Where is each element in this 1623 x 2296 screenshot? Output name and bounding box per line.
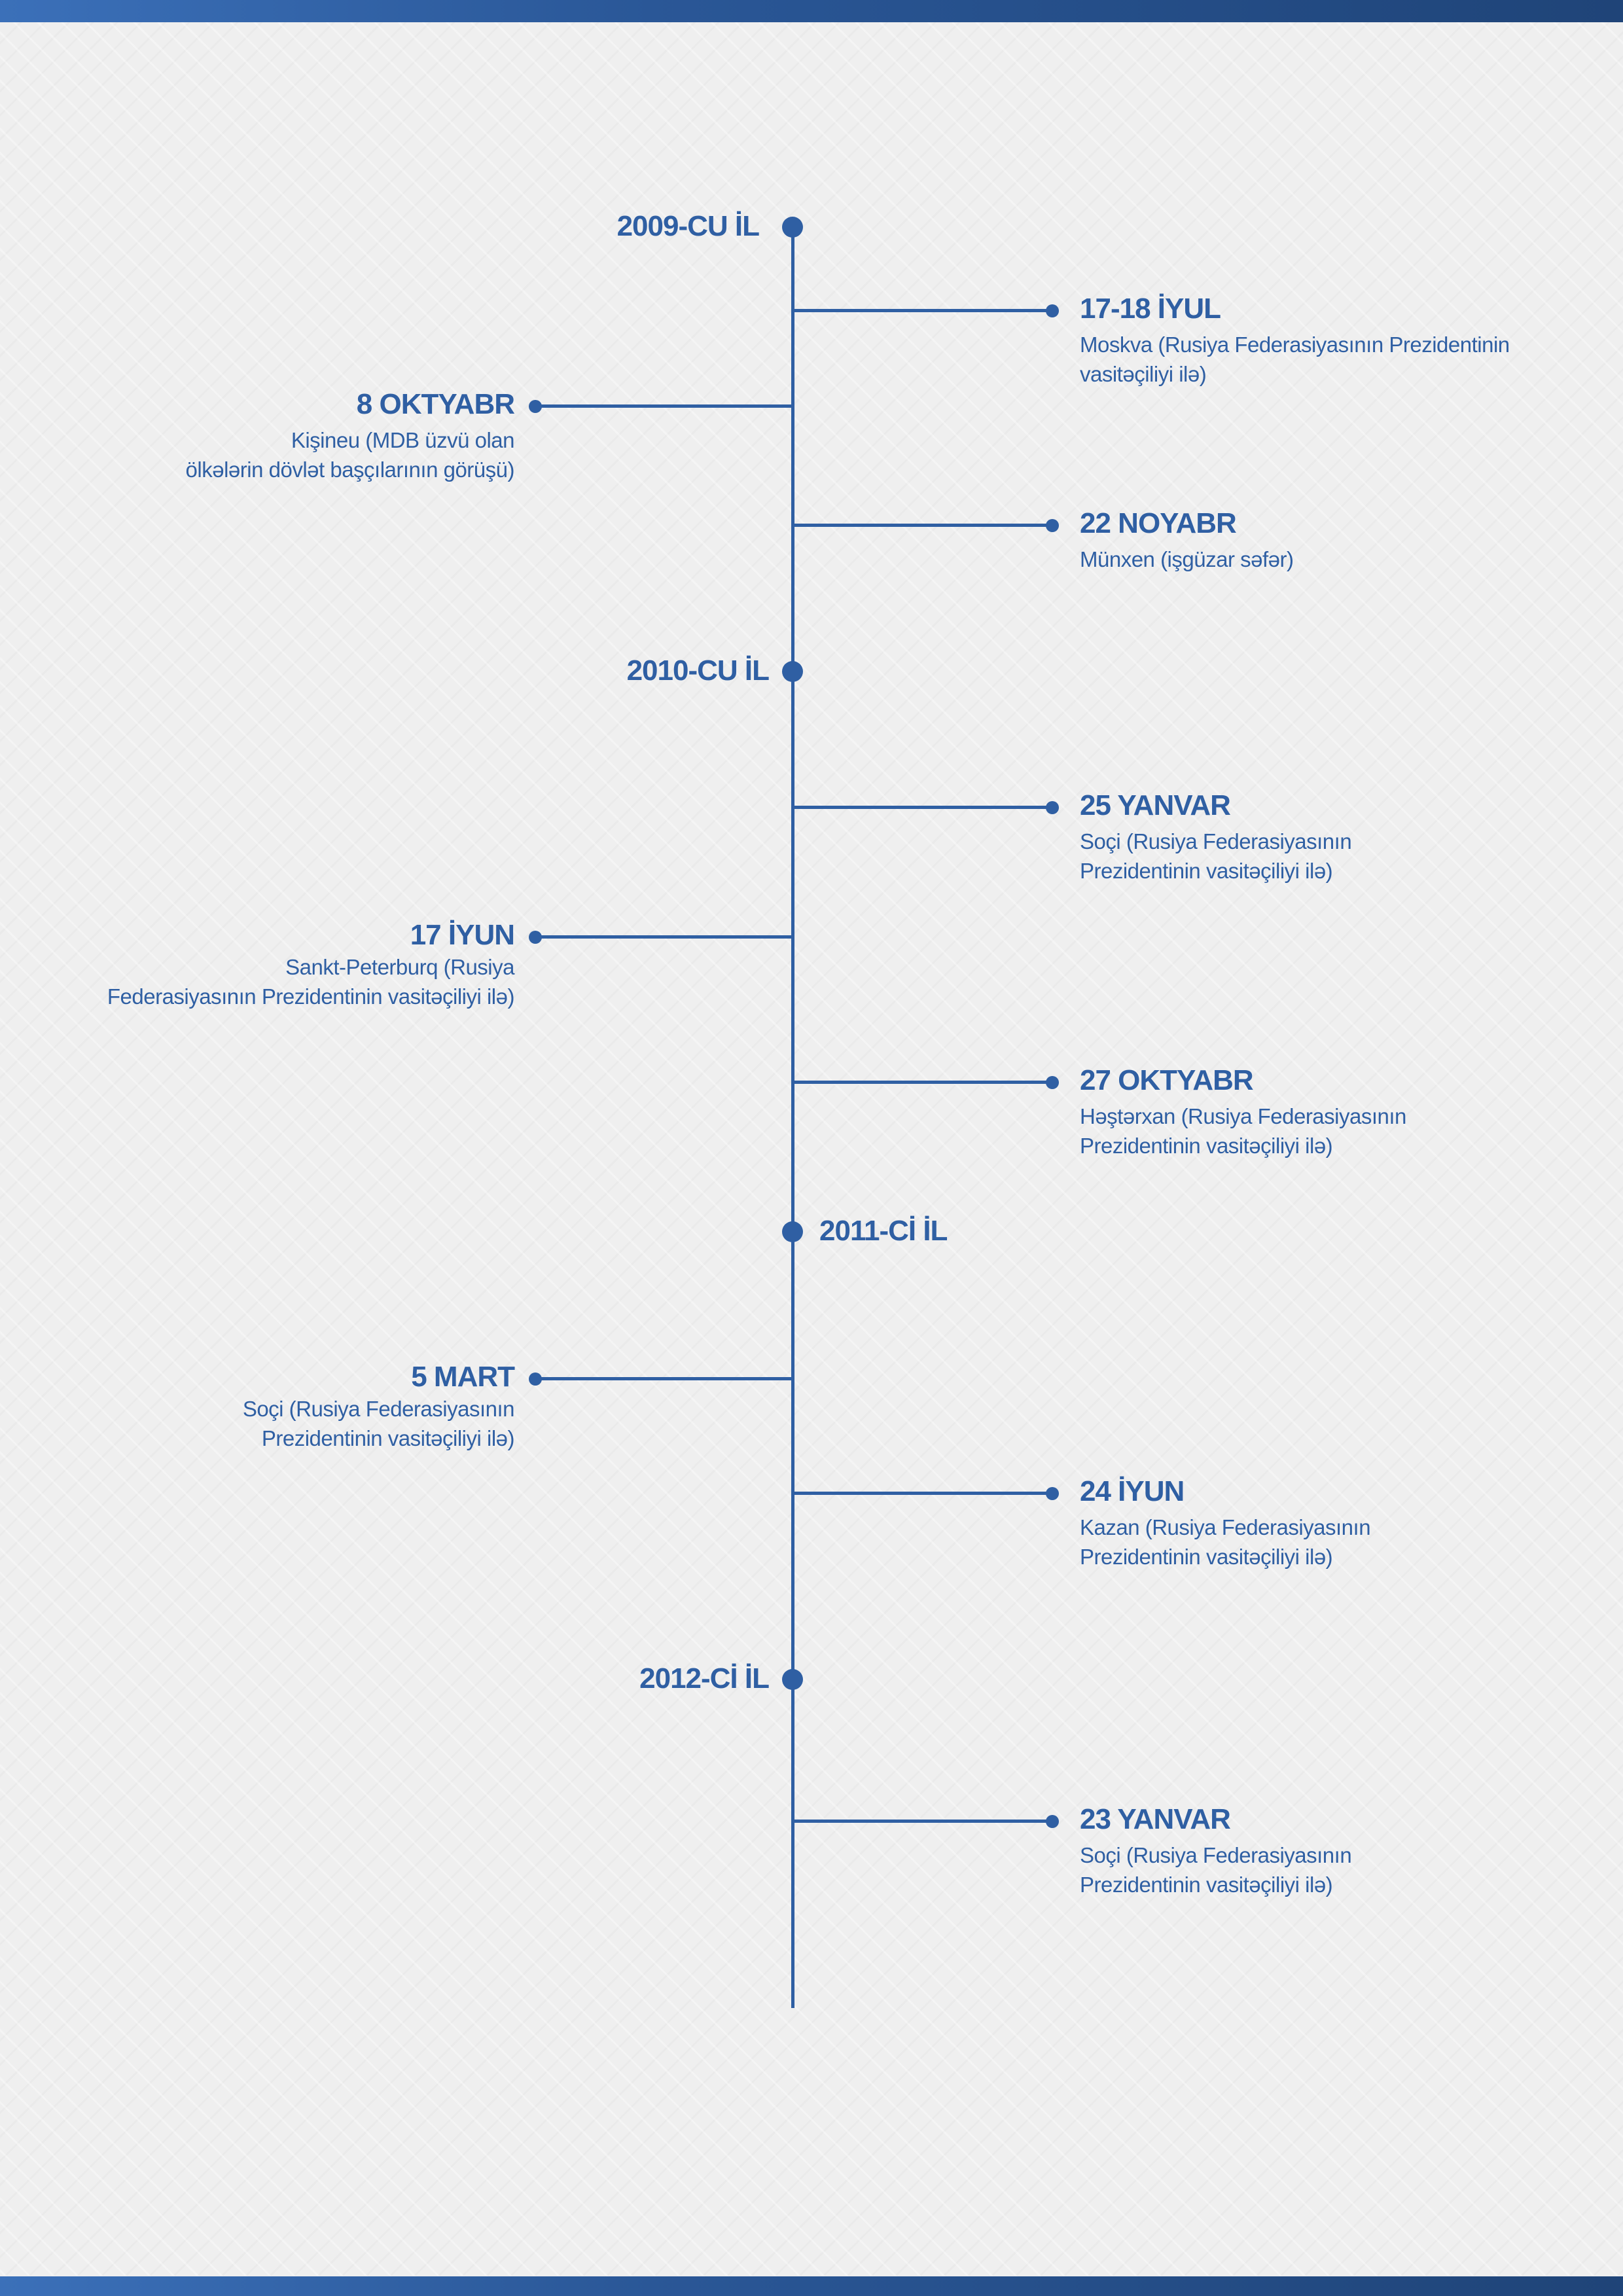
- event-end-dot: [1046, 801, 1059, 814]
- event-description: Sankt-Peterburq (Rusiya Federasiyasının …: [107, 955, 515, 1009]
- event-item: 17 İYUN Sankt-Peterburq (Rusiya Federasi…: [56, 918, 515, 1011]
- event-item: 27 OKTYABR Həştərxan (Rusiya Federasiyas…: [1080, 1064, 1538, 1160]
- bottom-band: [0, 2276, 1623, 2296]
- event-connector: [535, 404, 794, 408]
- event-connector: [793, 806, 1052, 809]
- event-date: 24 İYUN: [1080, 1475, 1185, 1507]
- event-description: Kişineu (MDB üzvü olan ölkələrin dövlət …: [185, 428, 515, 482]
- event-date: 17-18 İYUL: [1080, 293, 1221, 325]
- event-date: 25 YANVAR: [1080, 789, 1231, 821]
- top-band: [0, 0, 1623, 22]
- event-item: 23 YANVAR Soçi (Rusiya Federasiyasının P…: [1080, 1803, 1538, 1899]
- event-connector: [793, 309, 1052, 312]
- event-connector: [793, 1081, 1052, 1084]
- year-label-2011: 2011-Cİ İL: [819, 1215, 948, 1247]
- year-marker-dot: [782, 1669, 803, 1690]
- event-end-dot: [529, 931, 542, 944]
- year-label-2010: 2010-CU İL: [626, 655, 770, 687]
- event-connector: [535, 935, 794, 939]
- year-marker-dot: [782, 217, 803, 238]
- event-item: 8 OKTYABR Kişineu (MDB üzvü olan ölkələr…: [56, 387, 515, 484]
- event-item: 5 MART Soçi (Rusiya Federasiyasının Prez…: [56, 1360, 515, 1453]
- event-description: Soçi (Rusiya Federasiyasının Prezidentin…: [1080, 1843, 1352, 1897]
- event-description: Münxen (işgüzar səfər): [1080, 547, 1294, 571]
- event-item: 17-18 İYUL Moskva (Rusiya Federasiyasını…: [1080, 292, 1538, 389]
- event-description: Soçi (Rusiya Federasiyasının Prezidentin…: [242, 1397, 515, 1450]
- event-item: 25 YANVAR Soçi (Rusiya Federasiyasının P…: [1080, 789, 1538, 886]
- year-marker-dot: [782, 1221, 803, 1242]
- event-connector: [793, 1820, 1052, 1823]
- event-end-dot: [1046, 519, 1059, 532]
- event-date: 23 YANVAR: [1080, 1803, 1231, 1835]
- event-item: 22 NOYABR Münxen (işgüzar səfər): [1080, 507, 1538, 574]
- event-date: 17 İYUN: [410, 919, 515, 951]
- event-date: 8 OKTYABR: [356, 388, 515, 420]
- event-description: Həştərxan (Rusiya Federasiyasının Prezid…: [1080, 1104, 1406, 1158]
- event-connector: [535, 1377, 794, 1380]
- year-marker-dot: [782, 661, 803, 682]
- timeline-spine: [791, 226, 794, 2008]
- event-connector: [793, 1492, 1052, 1495]
- event-description: Moskva (Rusiya Federasiyasının Prezident…: [1080, 332, 1510, 386]
- event-description: Soçi (Rusiya Federasiyasının Prezidentin…: [1080, 829, 1352, 883]
- event-date: 22 NOYABR: [1080, 507, 1237, 539]
- event-end-dot: [529, 1372, 542, 1386]
- event-date: 5 MART: [411, 1361, 515, 1393]
- year-label-2012: 2012-Cİ İL: [639, 1662, 770, 1695]
- event-connector: [793, 524, 1052, 527]
- event-end-dot: [1046, 1815, 1059, 1828]
- event-end-dot: [1046, 304, 1059, 317]
- year-label-2009: 2009-CU İL: [616, 210, 760, 242]
- event-item: 24 İYUN Kazan (Rusiya Federasiyasının Pr…: [1080, 1475, 1538, 1571]
- event-description: Kazan (Rusiya Federasiyasının Prezidenti…: [1080, 1515, 1371, 1569]
- event-end-dot: [529, 400, 542, 413]
- event-end-dot: [1046, 1487, 1059, 1500]
- event-date: 27 OKTYABR: [1080, 1064, 1254, 1096]
- event-end-dot: [1046, 1076, 1059, 1089]
